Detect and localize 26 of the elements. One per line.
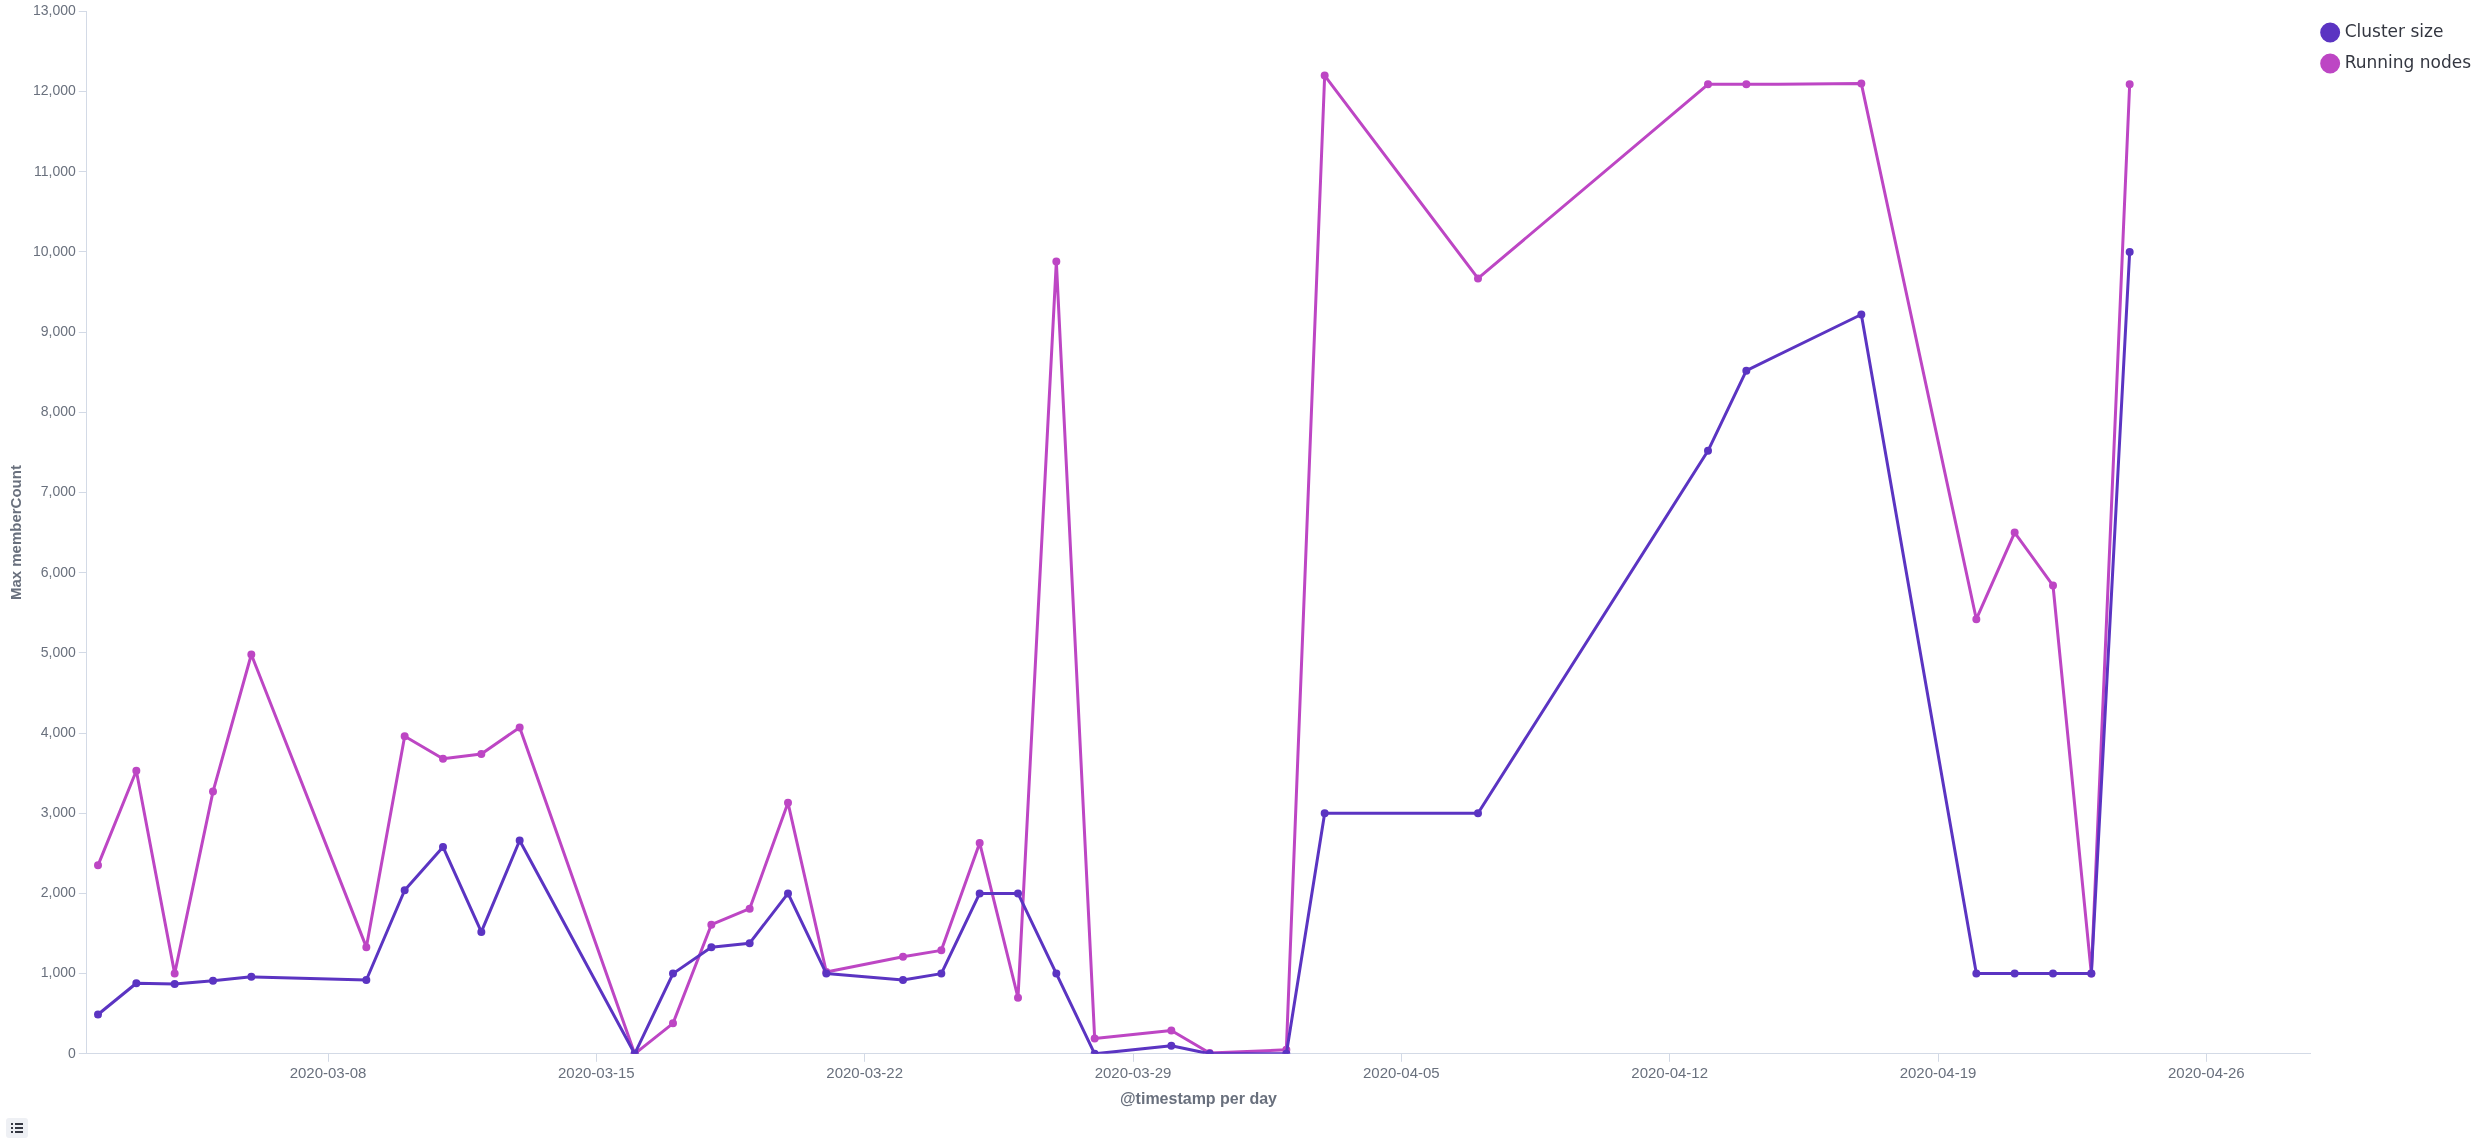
x-tick-label: 2020-04-19: [1899, 1063, 1977, 1081]
x-tick-label: 2020-03-29: [1094, 1063, 1172, 1081]
y-tick-label: 2,000: [40, 884, 77, 901]
y-tick-label: 5,000: [40, 643, 77, 660]
x-tick-label: 2020-03-22: [826, 1063, 904, 1081]
y-tick-label: 4,000: [40, 723, 77, 740]
y-axis-title: Max memberCount: [7, 465, 25, 601]
x-tick-label: 2020-04-12: [1631, 1063, 1709, 1081]
y-tick-label: 10,000: [32, 242, 77, 259]
y-tick-label: 3,000: [40, 804, 77, 821]
y-tick-label: 0: [68, 1044, 77, 1061]
y-tick-label: 7,000: [40, 483, 77, 500]
legend-label: Cluster size: [2344, 20, 2444, 41]
x-tick-label: 2020-03-15: [557, 1063, 635, 1081]
x-axis-title: @timestamp per day: [1119, 1089, 1278, 1107]
legend-label: Running nodes: [2344, 51, 2472, 72]
y-tick-label: 9,000: [40, 323, 77, 339]
y-tick-label: 6,000: [40, 563, 77, 580]
y-tick-label: 8,000: [40, 403, 77, 420]
y-tick-label: 12,000: [32, 82, 77, 99]
y-tick-label: 13,000: [32, 2, 77, 19]
x-tick-label: 2020-04-26: [2167, 1063, 2245, 1081]
y-tick-label: 11,000: [34, 162, 77, 179]
y-tick-label: 1,000: [40, 964, 77, 981]
x-tick-label: 2020-03-08: [289, 1063, 367, 1081]
x-tick-label: 2020-04-05: [1362, 1063, 1440, 1081]
